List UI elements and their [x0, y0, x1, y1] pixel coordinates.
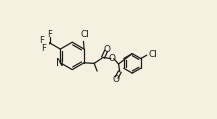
Text: F: F [48, 30, 53, 39]
Text: Cl: Cl [80, 30, 89, 39]
Text: N: N [56, 58, 64, 68]
Text: O: O [113, 75, 120, 84]
Text: F: F [39, 36, 44, 45]
Text: F: F [41, 44, 46, 53]
Text: O: O [109, 54, 116, 63]
Text: Cl: Cl [148, 50, 157, 59]
Text: O: O [104, 45, 111, 54]
